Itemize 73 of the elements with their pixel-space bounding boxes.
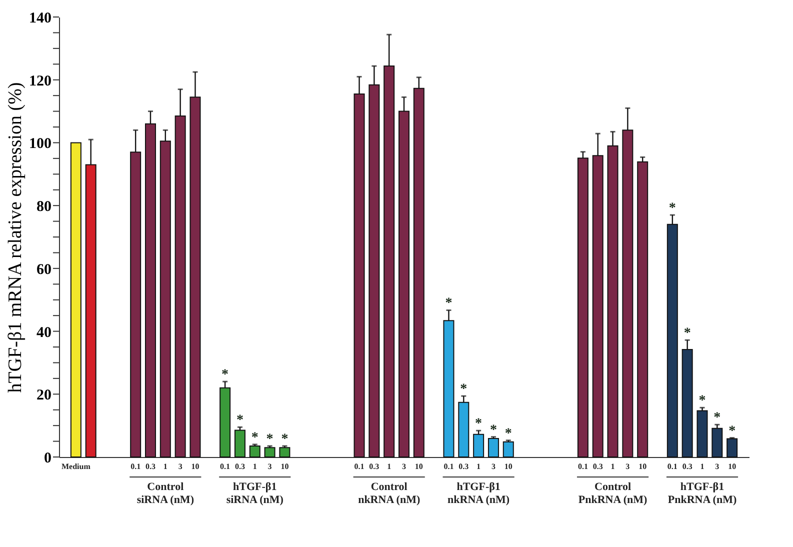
data-label: * (222, 368, 229, 383)
y-tick-label: 0 (44, 450, 52, 466)
y-axis-title: hTGF-β1 mRNA relative expression (%) (5, 82, 26, 393)
text: Control siRNA (nM) (136, 481, 194, 506)
x-tick-label: 3 (402, 462, 406, 471)
x-tick-label: 0.1 (220, 462, 230, 471)
data-label: * (504, 426, 512, 442)
x-tick-label: 0.3 (369, 462, 380, 471)
text: hTGF-β1 siRNA (nM) (226, 481, 284, 506)
data-label: * (668, 201, 676, 216)
x-tick-label: 10 (414, 462, 423, 471)
x-tick-label: 10 (728, 462, 736, 471)
y-tick-label: 40 (36, 324, 52, 341)
x-tick-label: 0.3 (145, 462, 156, 471)
x-tick-label: 0.3 (592, 462, 603, 471)
data-label: * (445, 296, 452, 312)
bar (726, 438, 738, 458)
x-tick-label: 10 (191, 462, 200, 471)
data-label: * (490, 422, 497, 438)
x-tick-label: 0.1 (667, 462, 678, 471)
data-label: * (698, 394, 706, 409)
y-tick-label: 20 (36, 388, 52, 404)
y-tick-label: 100 (29, 136, 52, 152)
data-label: * (714, 410, 721, 426)
bar (234, 430, 246, 458)
bar (696, 410, 708, 458)
data-label: * (475, 416, 482, 432)
x-tick-label: 10 (280, 462, 289, 471)
x-tick-label: Medium (61, 462, 91, 471)
data-label: * (281, 432, 288, 447)
bar (502, 441, 514, 458)
x-tick-label: 0.1 (578, 462, 588, 471)
data-label: * (728, 424, 736, 439)
x-tick-label: 0.3 (682, 462, 692, 471)
y-tick-label: 60 (36, 262, 52, 278)
bar (712, 428, 723, 458)
x-tick-label: 1 (387, 462, 392, 471)
y-tick-label: 120 (29, 73, 52, 90)
data-label: * (236, 413, 244, 428)
data-label: * (684, 326, 691, 342)
x-tick-label: 3 (491, 462, 496, 471)
x-tick-label: 3 (178, 462, 182, 471)
y-tick-label: 80 (36, 199, 52, 216)
x-tick-label: 0.1 (130, 462, 141, 471)
text: Control PnkRNA (nM) (578, 481, 648, 506)
x-tick-label: 0.1 (354, 462, 364, 471)
text: Control nkRNA (nM) (358, 481, 420, 506)
bar (279, 447, 290, 458)
x-tick-label: 10 (638, 462, 647, 471)
x-tick-label: 0.1 (444, 462, 454, 471)
x-tick-label: 1 (252, 462, 257, 471)
x-tick-label: 3 (626, 462, 630, 471)
text: hTGF-β1 PnkRNA (nM) (668, 481, 737, 506)
x-tick-label: 0.3 (234, 462, 245, 471)
y-tick-label: 140 (29, 10, 52, 26)
bar (473, 434, 484, 458)
x-tick-label: 1 (700, 462, 704, 471)
x-tick-label: 1 (163, 462, 168, 471)
bar (70, 142, 82, 458)
bar (488, 438, 499, 458)
x-tick-label: 3 (715, 462, 720, 471)
x-tick-label: 1 (610, 462, 615, 471)
x-tick-label: 1 (476, 462, 481, 471)
data-label: * (460, 382, 468, 398)
x-tick-label: 3 (268, 462, 272, 471)
data-label: * (266, 432, 274, 447)
x-tick-label: 10 (504, 462, 512, 471)
bar (264, 447, 276, 458)
x-tick-label: 0.3 (458, 462, 469, 471)
bar (637, 161, 648, 458)
text: hTGF-β1 nkRNA (nM) (448, 481, 510, 506)
data-label: * (251, 430, 258, 446)
bar (249, 446, 260, 458)
